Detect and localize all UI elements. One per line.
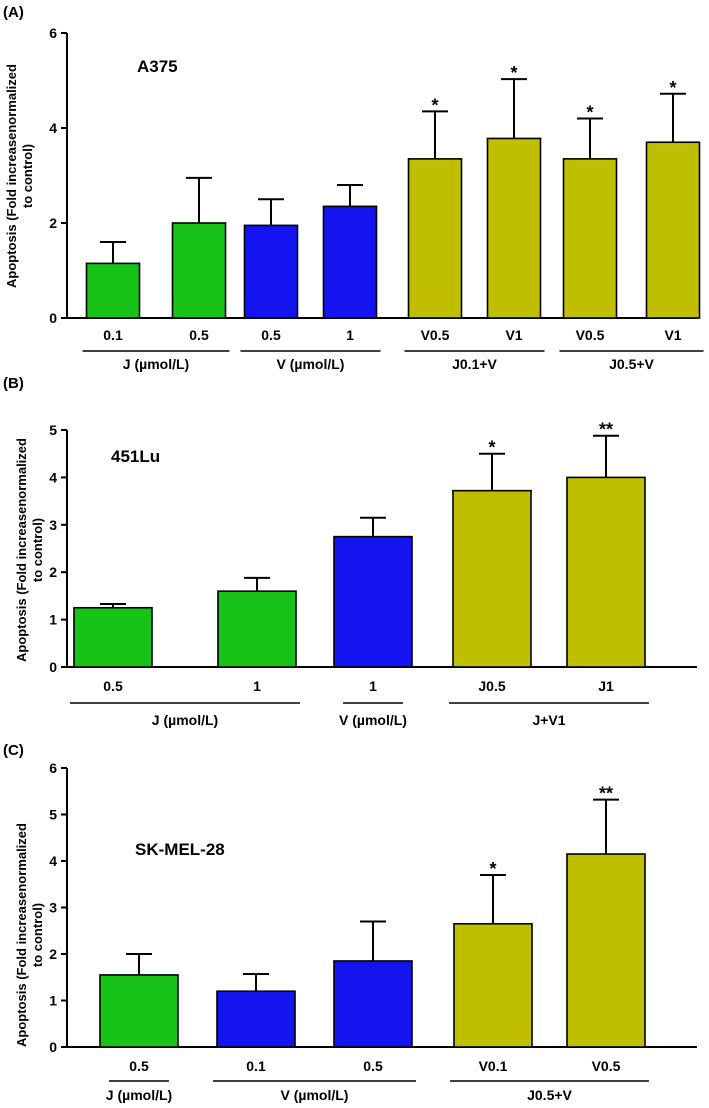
group-label: J+V1 <box>532 712 565 728</box>
bar <box>243 224 299 319</box>
bar <box>453 922 533 1048</box>
significance-marker: * <box>510 63 517 83</box>
group-label: J (µmol/L) <box>152 712 218 728</box>
cell-line-title: 451Lu <box>111 447 160 466</box>
y-tick-label: 1 <box>49 612 57 628</box>
y-axis-label: Apoptosis (Fold increasenormalizedto con… <box>14 823 45 1047</box>
bar <box>171 222 227 319</box>
significance-marker: * <box>586 103 593 123</box>
group-label: J (µmol/L) <box>123 356 189 372</box>
significance-marker: ** <box>599 784 613 804</box>
y-tick-label: 3 <box>49 900 57 916</box>
group-label: V (µmol/L) <box>277 356 345 372</box>
y-tick-label: 5 <box>49 422 57 438</box>
x-tick-label: 0.5 <box>129 1058 149 1074</box>
group-label: V (µmol/L) <box>281 1087 349 1103</box>
y-tick-label: 3 <box>49 517 57 533</box>
x-tick-label: J0.5 <box>478 678 505 694</box>
bar <box>407 158 463 319</box>
bar <box>486 137 542 319</box>
x-tick-label: V0.5 <box>421 327 450 343</box>
panel-label: (B) <box>3 375 24 392</box>
chart-panel-3: (C) 0 1 2 3 4 5 6 Apoptosis (Fold increasenormal… <box>3 742 697 1103</box>
y-tick-label: 0 <box>49 310 57 326</box>
y-tick-label: 6 <box>49 25 57 41</box>
x-tick-label: V0.1 <box>479 1058 508 1074</box>
significance-marker: * <box>489 859 496 879</box>
y-tick-label: 4 <box>49 853 57 869</box>
x-tick-label: 1 <box>253 678 261 694</box>
x-tick-label: 0.1 <box>246 1058 266 1074</box>
x-tick-label: V1 <box>505 327 522 343</box>
y-tick-label: 4 <box>49 469 57 485</box>
group-label: J0.5+V <box>609 356 654 372</box>
y-axis-label-line-1: Apoptosis (Fold increasenormalized <box>14 438 29 662</box>
x-tick-label: V0.5 <box>576 327 605 343</box>
bar <box>216 990 296 1048</box>
bar <box>562 158 618 319</box>
significance-marker: ** <box>599 420 613 440</box>
y-tick-label: 4 <box>49 120 57 136</box>
y-tick-label: 2 <box>49 946 57 962</box>
significance-marker: * <box>488 438 495 458</box>
x-tick-label: V0.5 <box>592 1058 621 1074</box>
group-label: J (µmol/L) <box>106 1087 172 1103</box>
x-tick-label: J1 <box>598 678 614 694</box>
x-tick-label: 0.5 <box>103 678 123 694</box>
cell-line-title: A375 <box>137 57 178 76</box>
panel-label: (A) <box>3 4 24 21</box>
chart-panel-1: (A) 0 2 4 6 Apoptosis (Fold increasenormalize… <box>3 4 704 372</box>
bar <box>333 960 413 1048</box>
y-tick-label: 0 <box>49 659 57 675</box>
bar <box>645 141 701 319</box>
x-tick-label: 0.5 <box>363 1058 383 1074</box>
y-axis-label-line-1: Apoptosis (Fold increasenormalized <box>4 64 19 288</box>
y-axis-label-line-2: to control) <box>30 518 45 582</box>
significance-marker: * <box>669 78 676 98</box>
y-tick-label: 0 <box>49 1039 57 1055</box>
bar <box>322 205 378 319</box>
bar <box>333 535 413 668</box>
y-tick-label: 2 <box>49 564 57 580</box>
bar <box>452 489 532 668</box>
panel-label: (C) <box>3 742 24 759</box>
x-tick-label: 0.1 <box>103 327 123 343</box>
group-label: J0.1+V <box>452 356 497 372</box>
y-tick-label: 2 <box>49 215 57 231</box>
y-axis-label-line-1: Apoptosis (Fold increasenormalized <box>14 823 29 1047</box>
bar <box>566 476 646 668</box>
bar <box>73 606 153 668</box>
x-tick-label: 1 <box>369 678 377 694</box>
bar <box>217 590 297 668</box>
group-label: V (µmol/L) <box>339 712 407 728</box>
y-axis-label-line-2: to control) <box>20 144 35 208</box>
y-axis-label-line-2: to control) <box>30 903 45 967</box>
bar <box>566 853 646 1048</box>
cell-line-title: SK-MEL-28 <box>135 840 225 859</box>
y-tick-label: 6 <box>49 760 57 776</box>
bar <box>99 974 179 1048</box>
y-axis-label: Apoptosis (Fold increasenormalizedto con… <box>4 64 35 288</box>
x-tick-label: 0.5 <box>189 327 209 343</box>
x-tick-label: 1 <box>346 327 354 343</box>
y-axis-label: Apoptosis (Fold increasenormalizedto con… <box>14 438 45 662</box>
y-tick-label: 5 <box>49 807 57 823</box>
group-label: J0.5+V <box>527 1087 572 1103</box>
bar <box>85 262 141 319</box>
significance-marker: * <box>431 95 438 115</box>
x-tick-label: V1 <box>664 327 681 343</box>
y-tick-label: 1 <box>49 993 57 1009</box>
x-tick-label: 0.5 <box>261 327 281 343</box>
